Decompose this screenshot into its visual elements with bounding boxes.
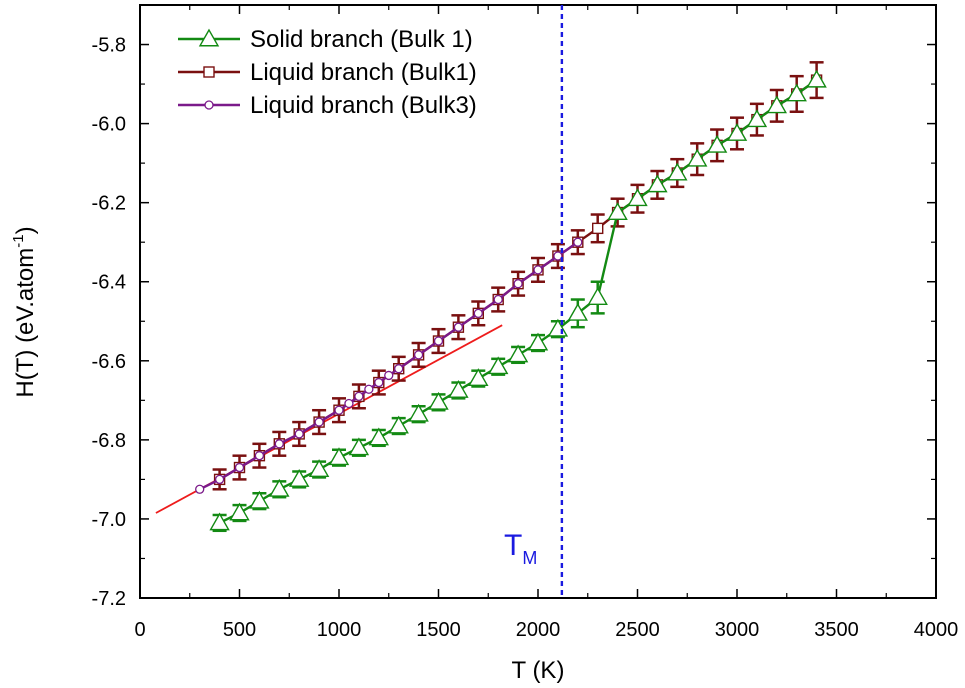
tm-label-main: T [504,529,522,562]
x-axis-title: T (K) [512,657,565,684]
tm-label: TM [504,529,537,568]
triangle-marker [348,437,370,456]
triangle-marker [567,302,589,321]
y-axis-title: H(T) (eV.atom-1) [10,226,39,397]
triangle-marker [198,28,220,47]
triangle-marker [288,468,310,487]
triangle-marker [746,109,768,128]
circle-marker [344,398,354,409]
circle-marker [394,364,404,374]
y-tick-label: -5.8 [92,35,126,57]
square-marker [592,222,604,235]
triangle-marker [308,459,330,477]
tm-label-subscript: M [522,548,537,568]
x-tick-label: 3000 [715,619,760,641]
y-tick-label: -7.0 [92,509,126,531]
triangle-marker [487,356,509,375]
circle-marker [493,294,503,305]
legend-label: Liquid branch (Bulk3) [250,92,477,119]
circle-marker [214,474,225,485]
circle-marker [433,336,444,346]
circle-marker [254,451,265,461]
circle-marker [573,237,583,247]
legend: Solid branch (Bulk 1) Liquid branch (Bulk… [178,26,477,119]
circle-marker [195,484,205,494]
circle-marker [354,391,364,402]
triangle-marker [408,403,429,422]
triangle-marker [647,174,668,193]
triangle-marker [587,287,608,305]
circle-marker [384,370,394,381]
y-tick-label: -6.8 [92,430,126,452]
x-tick-label: 1500 [416,619,461,641]
y-tick-label: -6.6 [92,351,126,373]
triangle-marker [209,512,230,531]
circle-marker [453,322,464,332]
circle-marker [473,308,483,319]
triangle-marker [428,391,449,410]
x-tick-label: 500 [223,619,256,641]
triangle-marker [328,447,350,466]
circle-marker [334,405,344,415]
y-tick-label: -6.4 [92,272,126,294]
melting-temperature-layer: TM [504,5,564,598]
x-tick-label: 3500 [814,619,859,641]
triangle-marker [229,502,250,521]
x-tick-label: 2000 [516,619,561,641]
x-tick-label: 1000 [317,619,362,641]
square-marker [203,66,215,78]
circle-marker [234,462,245,473]
triangle-marker [686,148,708,167]
circle-marker [204,100,214,110]
x-tick-label: 0 [134,619,145,641]
triangle-marker [448,380,469,398]
legend-label: Liquid branch (Bulk1) [250,59,477,86]
circle-marker [553,251,563,261]
circle-marker [533,265,543,275]
x-tick-label: 2500 [615,619,660,641]
triangle-marker [607,202,628,221]
y-axis-title-superscript: -1 [10,234,27,247]
triangle-marker [627,188,648,207]
circle-marker [314,417,324,427]
x-tick-label: 4000 [914,619,959,641]
triangle-marker [786,83,807,102]
series-circle [195,237,583,494]
triangle-marker [507,344,529,363]
triangle-marker [766,95,788,114]
circle-marker [513,279,523,289]
triangle-marker [667,162,688,181]
series-square [212,61,824,491]
circle-marker [413,350,424,360]
y-tick-label: -7.2 [92,588,126,610]
y-axis-title-close: ) [12,226,39,234]
series-layer [195,61,827,533]
circle-marker [274,439,284,449]
triangle-marker [269,478,290,497]
y-axis-title-main: H(T) (eV.atom [12,248,39,398]
triangle-marker [706,134,728,153]
series-triangle [209,69,827,533]
triangle-marker [388,415,409,434]
circle-marker [374,377,384,388]
triangle-marker [547,318,569,337]
triangle-marker [468,368,489,387]
axis-ticks: 0 500 1000 1500 2000 2500 3000 3500 4000 -7.2 -7.0… [92,5,959,641]
triangle-marker [249,490,270,509]
circle-marker [364,384,374,394]
y-tick-label: -6.2 [92,193,126,215]
series-line [219,79,818,524]
y-tick-label: -6.0 [92,114,126,136]
triangle-marker [527,332,549,351]
triangle-marker [368,427,390,446]
triangle-marker [806,69,827,88]
triangle-marker [726,123,748,141]
legend-label: Solid branch (Bulk 1) [250,26,473,53]
circle-marker [294,429,304,439]
